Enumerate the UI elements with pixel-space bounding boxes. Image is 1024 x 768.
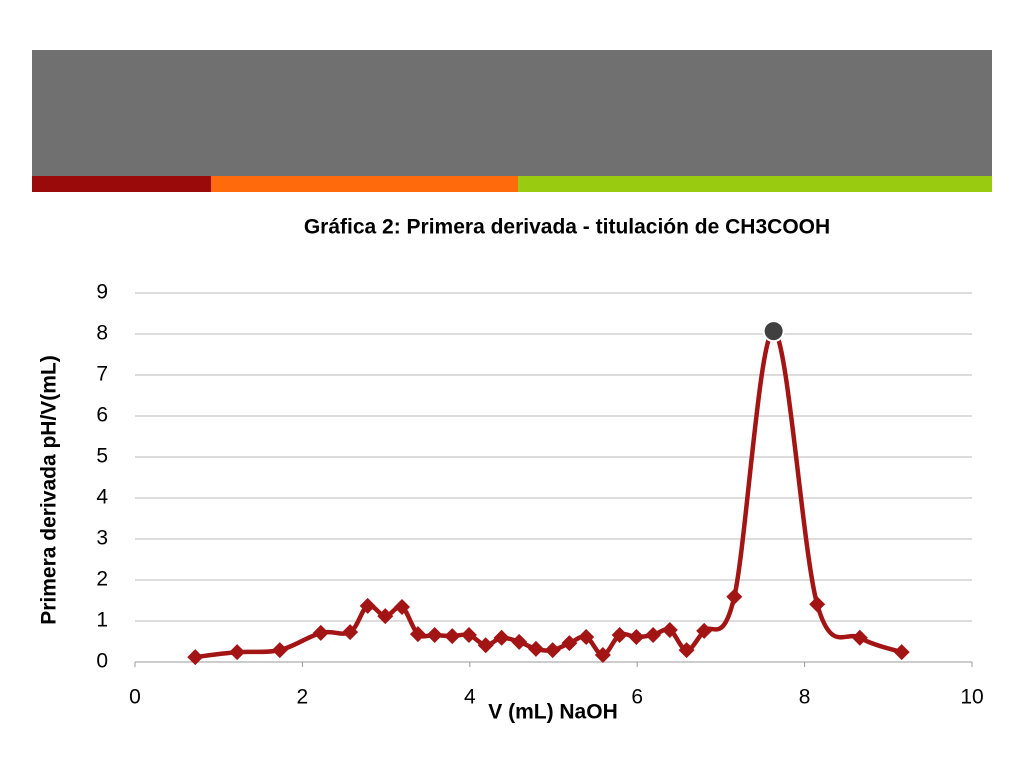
marker — [628, 628, 645, 645]
marker — [394, 599, 411, 616]
marker — [460, 626, 477, 643]
y-tick-label: 8 — [96, 322, 108, 345]
plot: 0 1 2 3 4 5 6 7 8 9 0 2 4 6 8 10 — [96, 281, 983, 709]
marker — [229, 644, 246, 661]
marker — [493, 629, 510, 646]
marker — [645, 626, 662, 643]
marker — [611, 626, 628, 643]
highlight-marker — [762, 320, 785, 343]
marker — [312, 624, 329, 641]
x-tick-label: 8 — [799, 686, 811, 709]
marker — [594, 647, 611, 664]
marker — [409, 626, 426, 643]
y-tick-label: 3 — [96, 527, 108, 550]
marker — [477, 637, 494, 654]
marker — [527, 640, 544, 657]
x-tick-label: 4 — [464, 686, 476, 709]
marker — [678, 642, 695, 659]
accent-bar — [518, 176, 992, 192]
x-tick-label: 10 — [960, 686, 983, 709]
marker — [893, 644, 910, 661]
marker — [809, 596, 826, 613]
x-tick-label: 2 — [297, 686, 309, 709]
y-tick-label: 7 — [96, 363, 108, 386]
marker — [342, 624, 359, 641]
marker — [359, 597, 376, 614]
y-axis-label: Primera derivada pH/V(mL) — [38, 355, 61, 625]
y-tick-label: 5 — [96, 445, 108, 468]
y-tick-label: 2 — [96, 568, 108, 591]
marker — [377, 608, 394, 625]
y-tick-label: 6 — [96, 404, 108, 427]
x-axis-label: V (mL) NaOH — [488, 701, 618, 724]
marker — [561, 635, 578, 652]
accent-bar — [211, 176, 518, 192]
marker — [511, 633, 528, 650]
marker — [187, 649, 204, 666]
marker — [851, 629, 868, 646]
marker — [271, 642, 288, 659]
marker — [444, 628, 461, 645]
y-tick-label: 0 — [96, 650, 108, 673]
banner — [32, 50, 992, 176]
marker — [578, 628, 595, 645]
x-tick-label: 0 — [129, 686, 141, 709]
marker — [661, 622, 678, 639]
marker — [426, 626, 443, 643]
marker — [726, 588, 743, 605]
y-tick-label: 9 — [96, 281, 108, 304]
accent-bar — [32, 176, 211, 192]
data-line — [195, 328, 903, 660]
marker — [544, 642, 561, 659]
y-tick-label: 1 — [96, 609, 108, 632]
y-tick-label: 4 — [96, 486, 108, 509]
x-tick-label: 6 — [631, 686, 643, 709]
chart-title: Gráfica 2: Primera derivada - titulación… — [304, 216, 830, 239]
marker — [696, 622, 713, 639]
